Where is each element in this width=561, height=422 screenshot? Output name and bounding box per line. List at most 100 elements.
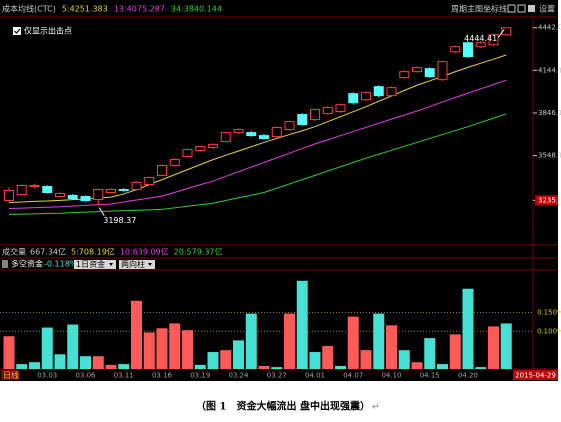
toolbar-icon[interactable] bbox=[517, 4, 526, 13]
panel-title: 多空资金 bbox=[11, 259, 43, 269]
bar bbox=[335, 365, 346, 369]
x-tick-label: 03.16 bbox=[152, 372, 173, 380]
panel-value: -0.118% bbox=[44, 260, 78, 269]
candle-body bbox=[284, 121, 295, 131]
bar bbox=[488, 326, 499, 369]
bar bbox=[284, 313, 295, 369]
volume-value: 20:579.37亿 bbox=[174, 247, 223, 257]
bar bbox=[220, 350, 232, 369]
period-label[interactable]: 日线 bbox=[3, 370, 19, 380]
candle-body bbox=[42, 185, 53, 194]
bar bbox=[143, 332, 155, 369]
y-tick-label: 0.100% bbox=[537, 327, 561, 335]
candle-body bbox=[93, 189, 104, 201]
bar bbox=[347, 316, 359, 369]
low-annotation: 3198.37 bbox=[103, 216, 136, 225]
candle-body bbox=[335, 104, 346, 113]
checkbox-label[interactable]: 仅显示出击点 bbox=[24, 26, 72, 36]
bar bbox=[437, 364, 448, 369]
x-tick-label: 03.24 bbox=[228, 372, 249, 380]
bar bbox=[360, 350, 372, 369]
candle-body bbox=[424, 68, 435, 78]
volume-value: 10:639.09亿 bbox=[120, 247, 169, 257]
dropdown-arrow bbox=[148, 263, 152, 266]
volume-value: 5:708.19亿 bbox=[71, 247, 115, 257]
legend-entry: 13:4075.287 bbox=[114, 5, 165, 14]
bar bbox=[118, 364, 130, 369]
candle-body bbox=[157, 164, 167, 176]
x-tick-label: 03.11 bbox=[114, 372, 134, 380]
tick-box bbox=[535, 195, 558, 206]
y-tick-label: 3548.1 bbox=[538, 152, 561, 160]
bar bbox=[475, 367, 487, 369]
cursor-date-box bbox=[513, 370, 558, 380]
annotation-leader bbox=[98, 207, 105, 216]
toolbar-button[interactable]: 周期 bbox=[451, 5, 467, 14]
x-tick-label: 03.19 bbox=[190, 372, 210, 380]
bar bbox=[80, 356, 91, 369]
period-box bbox=[1, 370, 19, 380]
bar bbox=[258, 365, 270, 369]
candle-body bbox=[118, 189, 129, 192]
bar bbox=[16, 364, 28, 369]
cursor-date: 2015-04-29 bbox=[515, 372, 556, 380]
dropdown-arrow bbox=[109, 263, 113, 266]
caption: （图 1 资金大幅流出 盘中出现强震） bbox=[196, 400, 370, 413]
candle-body bbox=[55, 193, 65, 198]
x-tick-label: 04.10 bbox=[381, 372, 401, 380]
x-tick-label: 04.07 bbox=[343, 372, 363, 380]
candle-body bbox=[144, 176, 155, 185]
checkbox[interactable] bbox=[13, 27, 21, 35]
candle-body bbox=[450, 46, 461, 53]
annotation-leader bbox=[497, 29, 505, 38]
candle-body bbox=[233, 129, 244, 134]
bar bbox=[449, 334, 461, 369]
bar bbox=[92, 356, 104, 369]
bar bbox=[233, 340, 244, 369]
chart-title: 成本均线(CTC) bbox=[2, 4, 56, 14]
bar bbox=[41, 327, 53, 369]
toolbar-icon[interactable] bbox=[507, 4, 516, 13]
bar bbox=[169, 323, 181, 369]
ma-line bbox=[8, 113, 507, 215]
toolbar-icon[interactable] bbox=[528, 5, 535, 12]
candle-body bbox=[386, 87, 397, 97]
ma-line bbox=[8, 79, 507, 210]
candle-body bbox=[271, 127, 282, 138]
candle-body bbox=[182, 149, 193, 157]
candle-body bbox=[412, 67, 422, 73]
legend-entry: 34:3840.144 bbox=[171, 5, 222, 14]
candle-body bbox=[348, 93, 359, 104]
toolbar-button[interactable]: 主图 bbox=[467, 4, 483, 14]
x-tick-label: 04.15 bbox=[420, 372, 440, 380]
bar bbox=[207, 352, 219, 369]
panel-icon bbox=[2, 260, 8, 268]
bar bbox=[462, 288, 474, 369]
y-tick-label: 0.150% bbox=[537, 308, 561, 316]
y-tick-label: 4144.1 bbox=[538, 66, 561, 74]
bar bbox=[29, 362, 40, 369]
caption-mark: ↵ bbox=[372, 403, 380, 413]
bar bbox=[271, 367, 283, 369]
dropdown[interactable] bbox=[119, 260, 155, 269]
candle-body bbox=[220, 132, 231, 143]
bar bbox=[245, 313, 257, 369]
toolbar-button[interactable]: 坐标线 bbox=[483, 4, 507, 14]
x-tick-label: 04.20 bbox=[458, 372, 478, 380]
toolbar-button[interactable]: 设置 bbox=[539, 4, 555, 14]
candle-body bbox=[463, 42, 473, 58]
dropdown-label[interactable]: 1日资金 bbox=[76, 259, 105, 269]
candle-body bbox=[310, 109, 320, 121]
bar bbox=[194, 364, 206, 369]
candle-body bbox=[80, 196, 91, 202]
candle-body bbox=[475, 42, 486, 48]
x-tick-label: 03.06 bbox=[75, 372, 96, 380]
candle-body bbox=[106, 189, 116, 194]
candle-body bbox=[195, 146, 206, 152]
volume-title: 成交量 bbox=[2, 247, 26, 257]
candle-body bbox=[373, 86, 384, 97]
bar bbox=[373, 313, 385, 369]
dropdown[interactable] bbox=[74, 260, 116, 269]
bar bbox=[296, 280, 308, 369]
dropdown-label[interactable]: 两向柱 bbox=[121, 259, 145, 269]
